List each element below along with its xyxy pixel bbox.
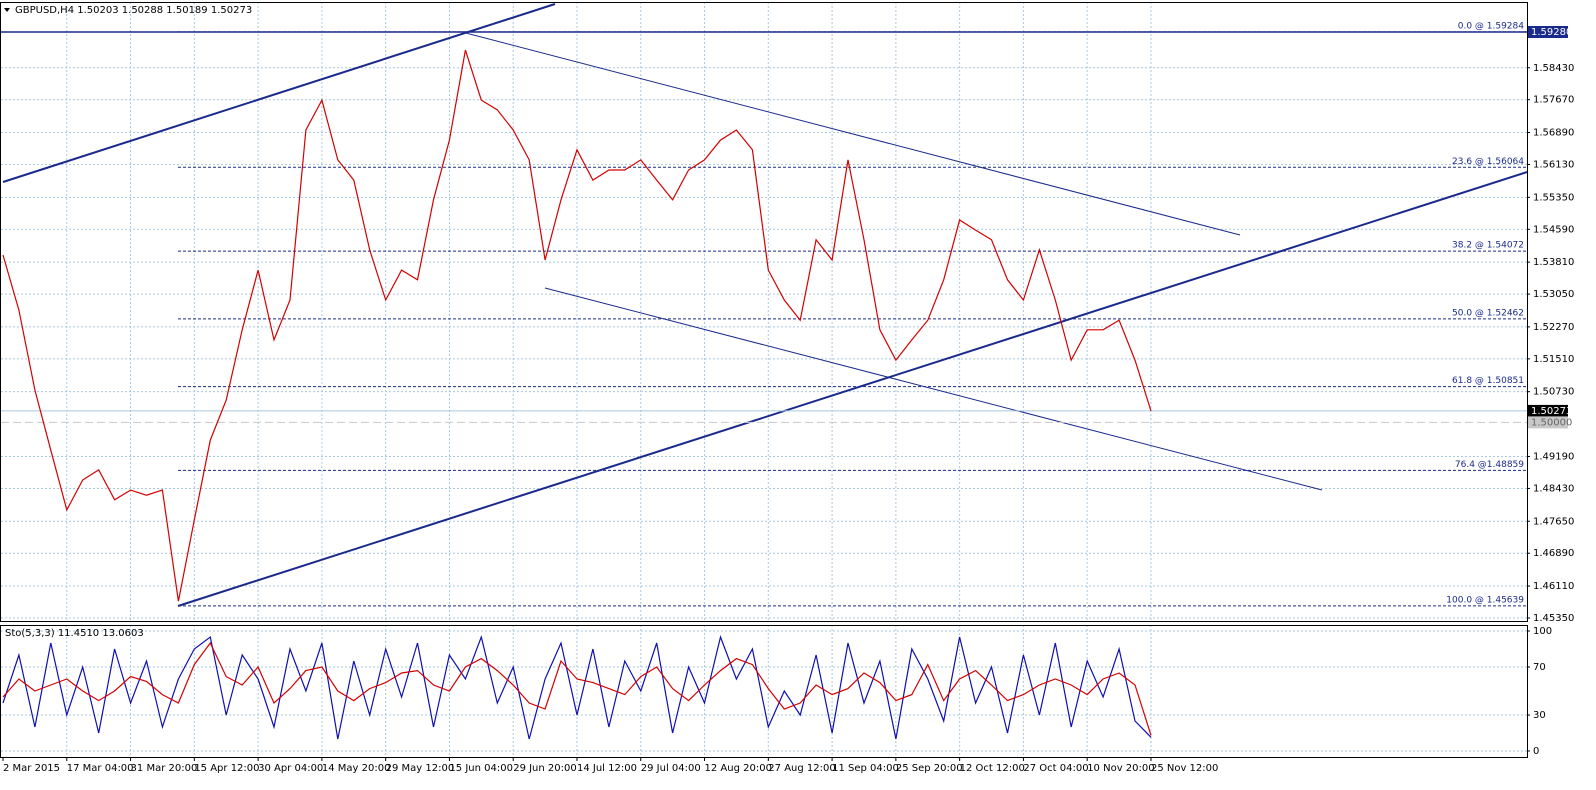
price-box-label: 1.59280	[1531, 27, 1572, 38]
price-box	[1528, 416, 1568, 429]
x-tick-label: 25 Sep 20:00	[896, 763, 963, 774]
x-tick-label: 30 Apr 04:00	[258, 763, 323, 774]
y-tick-label: 1.58430	[1533, 63, 1574, 74]
y-tick-label: 30	[1533, 710, 1546, 721]
stoch-panel-frame	[0, 625, 1528, 758]
channel-line	[461, 31, 1241, 236]
y-tick-label: 1.51510	[1533, 354, 1574, 365]
x-tick-label: 15 Apr 12:00	[194, 763, 259, 774]
indicator-title: Sto(5,3,3) 11.4510 13.0603	[5, 628, 144, 639]
x-tick-label: 27 Oct 04:00	[1023, 763, 1088, 774]
menu-arrow[interactable]	[4, 8, 10, 12]
chart-title: GBPUSD,H4 1.50203 1.50288 1.50189 1.5027…	[15, 5, 252, 16]
x-tick-label: 31 Mar 20:00	[131, 763, 198, 774]
y-tick-label: 1.56890	[1533, 128, 1574, 139]
y-tick-label: 1.45350	[1533, 613, 1574, 624]
price-box	[1528, 25, 1568, 38]
price-box	[1528, 404, 1568, 417]
y-tick-label: 1.52270	[1533, 322, 1574, 333]
fib-label: 23.6 @ 1.56064	[1452, 157, 1524, 167]
marks	[1, 31, 1527, 740]
x-tick-label: 29 May 12:00	[386, 763, 455, 774]
y-tick-label: 1.54590	[1533, 224, 1574, 235]
price-box-label: 1.50000	[1531, 417, 1572, 428]
y-tick-label: 1.53050	[1533, 289, 1574, 300]
fib-label: 76.4 @1.48859	[1455, 460, 1524, 470]
y-tick-label: 1.53810	[1533, 257, 1574, 268]
x-tick-label: 12 Oct 12:00	[960, 763, 1025, 774]
x-tick-label: 11 Sep 04:00	[832, 763, 899, 774]
x-tick-label: 17 Mar 04:00	[67, 763, 134, 774]
fib-label: 0.0 @ 1.59284	[1458, 21, 1525, 31]
x-tick-label: 25 Nov 12:00	[1151, 763, 1218, 774]
y-tick-label: 100	[1533, 626, 1552, 637]
x-tick-label: 29 Jun 20:00	[513, 763, 577, 774]
y-tick-label: 1.46110	[1533, 581, 1574, 592]
fib-label: 38.2 @ 1.54072	[1452, 241, 1524, 251]
y-tick-label: 1.56130	[1533, 160, 1574, 171]
trend-line	[177, 171, 1528, 607]
y-tick-label: 1.57670	[1533, 95, 1574, 106]
trend-line	[2, 3, 556, 183]
y-tick-label: 1.49190	[1533, 451, 1574, 462]
x-tick-label: 29 Jul 04:00	[641, 763, 701, 774]
x-tick-label: 10 Nov 20:00	[1087, 763, 1154, 774]
x-tick-label: 27 Aug 12:00	[768, 763, 835, 774]
x-tick-label: 15 Jun 04:00	[449, 763, 513, 774]
main-panel-frame	[0, 2, 1528, 622]
fib-label: 100.0 @ 1.45639	[1446, 595, 1524, 605]
y-tick-label: 1.47650	[1533, 516, 1574, 527]
channel-line	[544, 287, 1323, 491]
y-tick-label: 70	[1533, 662, 1546, 673]
x-tick-label: 12 Aug 20:00	[705, 763, 772, 774]
x-tick-label: 14 May 20:00	[322, 763, 391, 774]
series-line	[2, 49, 1152, 602]
y-tick-label: 1.50730	[1533, 387, 1574, 398]
y-tick-label: 1.55350	[1533, 192, 1574, 203]
x-tick-label: 2 Mar 2015	[3, 763, 60, 774]
series-line	[2, 634, 1152, 740]
y-tick-label: 1.48430	[1533, 483, 1574, 494]
x-tick-label: 14 Jul 12:00	[577, 763, 637, 774]
y-tick-label: 0	[1533, 746, 1539, 757]
y-tick-label: 1.46890	[1533, 548, 1574, 559]
price-box-label: 1.50273	[1531, 406, 1572, 417]
series-line	[2, 641, 1152, 736]
fib-label: 61.8 @ 1.50851	[1452, 376, 1524, 386]
fib-label: 50.0 @ 1.52462	[1452, 308, 1524, 318]
